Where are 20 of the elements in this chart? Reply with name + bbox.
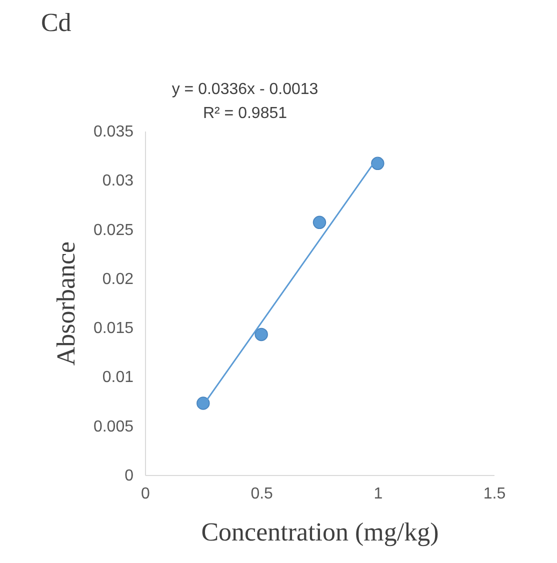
text: R² = 0.9851: [202, 105, 288, 122]
text: y = 0.0336x - 0.0013: [172, 81, 318, 98]
y-tick-label: 0.005: [93, 418, 134, 436]
y-tick-label: 0.025: [93, 222, 134, 239]
y-tick-label: 0.015: [93, 320, 134, 338]
y-axis-title: Absorbance: [51, 241, 80, 366]
x-tick-label: 1.5: [483, 486, 506, 502]
y-tick-label: 0.035: [93, 124, 134, 140]
x-tick-label: 1: [374, 486, 383, 502]
x-tick-label: 0.5: [250, 486, 274, 502]
x-axis-title: Concentration (mg/kg): [201, 518, 439, 546]
y-tick-label: 0.01: [102, 369, 134, 386]
y-tick-label: 0.02: [102, 270, 134, 288]
x-tick-label: 0: [141, 486, 150, 502]
chart-title: Cd: [40, 8, 72, 37]
point: [196, 396, 210, 410]
point: [254, 328, 268, 342]
point: [312, 216, 326, 230]
y-tick-label: 0.03: [102, 172, 134, 190]
y-tick-label: 0: [124, 468, 134, 484]
